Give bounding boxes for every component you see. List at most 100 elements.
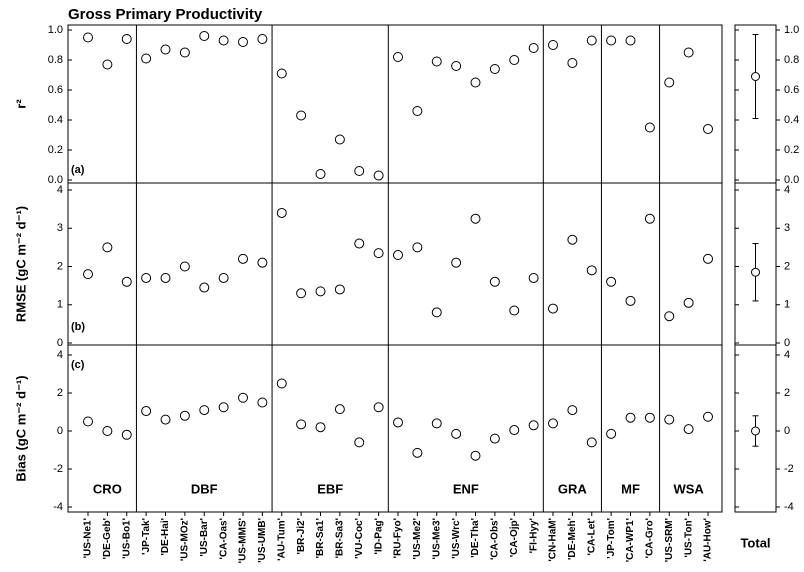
x-tick-label: 'CA-Oas' xyxy=(218,518,229,559)
y2-tick-label: -4 xyxy=(784,501,794,513)
y-axis-title: Bias (gC m⁻² d⁻¹) xyxy=(13,375,28,481)
marker xyxy=(160,44,171,55)
marker xyxy=(218,35,229,46)
marker xyxy=(451,257,462,268)
marker xyxy=(296,110,307,121)
y-tick-label: 0 xyxy=(57,337,63,349)
x-tick-label: 'JP-Tak' xyxy=(141,518,152,555)
x-tick-label: 'AU-Tum' xyxy=(276,518,287,561)
marker xyxy=(586,265,597,276)
x-tick-label: 'CA-Gro' xyxy=(645,518,656,558)
x-tick-label: 'US-UMB' xyxy=(257,518,268,563)
y2-tick-label: 0.2 xyxy=(784,144,799,156)
x-tick-label: 'BR-Sa3' xyxy=(335,518,346,558)
marker xyxy=(664,77,675,88)
marker xyxy=(238,253,248,264)
marker xyxy=(83,416,93,427)
marker xyxy=(199,282,210,293)
marker xyxy=(489,276,500,287)
marker xyxy=(451,428,462,439)
marker xyxy=(703,253,713,264)
group-label: DBF xyxy=(191,481,218,496)
marker xyxy=(121,429,132,440)
y2-tick-label: 0.8 xyxy=(784,54,799,66)
marker xyxy=(102,242,113,253)
panel-frame xyxy=(67,344,723,513)
marker xyxy=(393,52,403,62)
x-tick-label: 'CA-WP1' xyxy=(625,518,636,562)
x-tick-label: 'DE-Tha' xyxy=(470,518,481,558)
marker xyxy=(276,207,287,218)
x-tick-label: 'CA-Ojp' xyxy=(509,518,520,557)
marker xyxy=(664,414,675,425)
marker xyxy=(373,170,384,181)
y-axis-title: RMSE (gC m⁻² d⁻¹) xyxy=(13,206,28,322)
y-tick-label: 0.4 xyxy=(48,114,63,126)
x-tick-label: 'US-Bo1' xyxy=(121,518,132,559)
marker xyxy=(354,437,365,448)
marker xyxy=(141,406,152,417)
marker xyxy=(160,414,171,425)
marker xyxy=(412,447,423,458)
marker xyxy=(528,43,539,53)
y-tick-label: 1 xyxy=(57,299,63,311)
marker xyxy=(509,55,520,65)
marker xyxy=(548,40,558,50)
x-tick-label: 'ID-Pag' xyxy=(373,518,384,554)
x-tick-label: 'US-MMS' xyxy=(238,518,249,563)
total-marker xyxy=(751,267,760,277)
panel-frame xyxy=(67,182,723,346)
y-tick-label: 0.0 xyxy=(48,174,63,186)
marker xyxy=(334,134,345,145)
marker xyxy=(451,61,462,71)
marker xyxy=(315,169,326,179)
marker xyxy=(470,450,481,461)
y-tick-label: 1.0 xyxy=(48,24,63,36)
marker xyxy=(354,166,365,176)
total-marker xyxy=(751,426,760,436)
y2-tick-label: 0.6 xyxy=(784,84,799,96)
marker xyxy=(179,47,190,58)
y-axis-title: r² xyxy=(13,99,28,109)
y2-tick-label: 0.0 xyxy=(784,174,799,186)
x-tick-label: 'DE-Meh' xyxy=(567,518,578,560)
y-tick-label: 0 xyxy=(57,425,63,437)
x-tick-label: 'CA-Obs' xyxy=(490,518,501,560)
x-tick-label: 'BR-Sa1' xyxy=(315,518,326,558)
chart-title: Gross Primary Productivity xyxy=(68,6,263,23)
marker xyxy=(218,272,229,283)
marker xyxy=(160,272,171,283)
marker xyxy=(315,422,326,433)
marker xyxy=(334,404,345,415)
marker xyxy=(431,307,442,318)
group-label: CRO xyxy=(93,481,122,496)
marker xyxy=(586,437,597,448)
marker xyxy=(199,405,210,416)
marker xyxy=(296,419,307,430)
marker xyxy=(528,272,539,283)
y-tick-label: 0.2 xyxy=(48,144,63,156)
marker xyxy=(102,59,113,70)
marker xyxy=(703,411,713,422)
marker xyxy=(644,213,655,224)
group-label: ENF xyxy=(453,481,479,496)
marker xyxy=(179,410,190,421)
x-tick-label: 'US-Ton' xyxy=(683,518,694,558)
marker xyxy=(548,303,558,314)
y2-tick-label: 2 xyxy=(784,387,790,399)
x-tick-label: 'VU-Coc' xyxy=(354,518,365,559)
marker xyxy=(703,124,713,134)
marker xyxy=(489,64,500,74)
marker xyxy=(296,288,307,299)
total-marker xyxy=(751,72,760,81)
marker xyxy=(683,47,694,58)
marker xyxy=(393,250,403,261)
x-tick-label: 'US-SRM' xyxy=(664,518,675,562)
marker xyxy=(393,417,403,428)
marker xyxy=(141,272,152,283)
marker xyxy=(606,428,617,439)
marker xyxy=(179,261,190,272)
marker xyxy=(373,402,384,413)
y2-tick-label: 0.4 xyxy=(784,114,799,126)
marker xyxy=(412,106,423,116)
